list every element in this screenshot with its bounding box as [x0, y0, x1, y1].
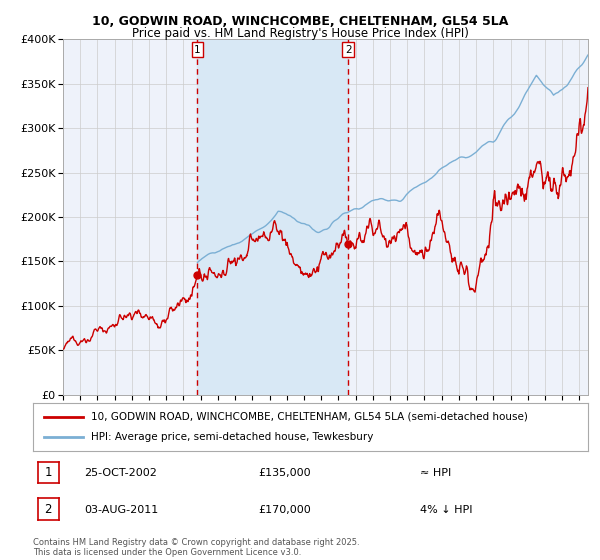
Text: 10, GODWIN ROAD, WINCHCOMBE, CHELTENHAM, GL54 5LA: 10, GODWIN ROAD, WINCHCOMBE, CHELTENHAM,… — [92, 15, 508, 27]
Text: 2: 2 — [345, 45, 352, 54]
Text: Price paid vs. HM Land Registry's House Price Index (HPI): Price paid vs. HM Land Registry's House … — [131, 27, 469, 40]
Text: 25-OCT-2002: 25-OCT-2002 — [84, 468, 157, 478]
Text: £170,000: £170,000 — [258, 505, 311, 515]
Text: 1: 1 — [44, 466, 52, 479]
Text: 4% ↓ HPI: 4% ↓ HPI — [420, 505, 473, 515]
Text: HPI: Average price, semi-detached house, Tewkesbury: HPI: Average price, semi-detached house,… — [91, 432, 374, 442]
Text: 2: 2 — [44, 502, 52, 516]
Text: 1: 1 — [194, 45, 201, 54]
Text: 03-AUG-2011: 03-AUG-2011 — [84, 505, 158, 515]
Text: ≈ HPI: ≈ HPI — [420, 468, 451, 478]
Text: 10, GODWIN ROAD, WINCHCOMBE, CHELTENHAM, GL54 5LA (semi-detached house): 10, GODWIN ROAD, WINCHCOMBE, CHELTENHAM,… — [91, 412, 528, 422]
Text: £135,000: £135,000 — [258, 468, 311, 478]
Bar — [197, 39, 349, 395]
Text: Contains HM Land Registry data © Crown copyright and database right 2025.
This d: Contains HM Land Registry data © Crown c… — [33, 538, 359, 557]
